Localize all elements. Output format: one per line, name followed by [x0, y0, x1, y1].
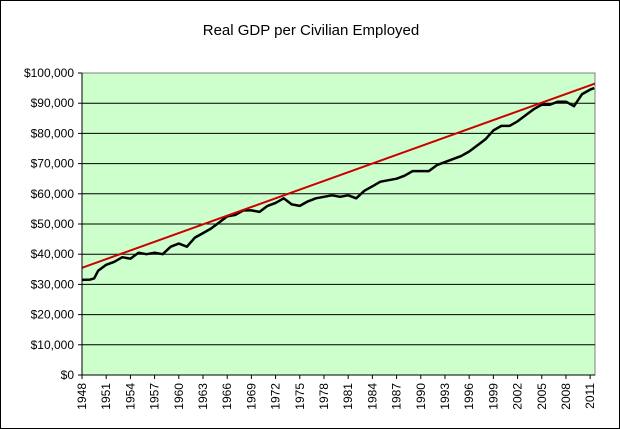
y-tick-label: $90,000	[31, 96, 75, 110]
x-tick-label: 1978	[317, 383, 331, 410]
gridlines	[82, 102, 595, 346]
x-tick-label: 2008	[559, 383, 573, 410]
y-tick-label: $10,000	[31, 338, 75, 352]
x-tick-label: 1996	[462, 383, 476, 410]
series-group	[81, 82, 596, 282]
y-tick-label: $20,000	[31, 308, 75, 322]
x-tick-label: 1966	[220, 383, 234, 410]
y-tick-label: $100,000	[24, 66, 74, 80]
x-tick-label: 1954	[123, 383, 137, 410]
x-tick-label: 2005	[535, 383, 549, 410]
series-line-gdp	[81, 86, 595, 282]
x-tick-label: 1987	[390, 383, 404, 410]
x-tick-label: 1981	[341, 383, 355, 410]
x-tick-label: 1990	[414, 383, 428, 410]
x-tick-label: 1957	[148, 383, 162, 410]
x-tick-label: 1993	[438, 383, 452, 410]
y-tick-label: $0	[61, 368, 75, 382]
y-tick-label: $60,000	[31, 187, 75, 201]
x-tick-label: 2002	[511, 383, 525, 410]
x-tick-label: 1984	[365, 383, 379, 410]
series-line-trend	[81, 82, 596, 269]
y-axis-ticks: $0 $10,000 $20,000 $30,000 $40,000 $50,000 $60…	[24, 66, 82, 382]
x-tick-label: 2011	[583, 383, 597, 409]
y-tick-label: $50,000	[31, 217, 75, 231]
x-tick-label: 1948	[75, 383, 89, 410]
x-axis-ticks: 1948 1951 1954 1957 1960 1963 1966 1969 1972 1975…	[75, 375, 597, 410]
x-tick-label: 1999	[486, 383, 500, 410]
y-tick-label: $30,000	[31, 277, 75, 291]
x-tick-label: 1975	[293, 383, 307, 410]
x-tick-label: 1960	[172, 383, 186, 410]
y-tick-label: $80,000	[31, 126, 75, 140]
y-tick-label: $40,000	[31, 247, 75, 261]
x-tick-label: 1963	[196, 383, 210, 410]
chart-title: Real GDP per Civilian Employed	[203, 22, 419, 39]
x-tick-label: 1972	[269, 383, 283, 410]
x-tick-label: 1969	[244, 383, 258, 410]
y-tick-label: $70,000	[31, 157, 75, 171]
x-tick-label: 1951	[99, 383, 113, 410]
